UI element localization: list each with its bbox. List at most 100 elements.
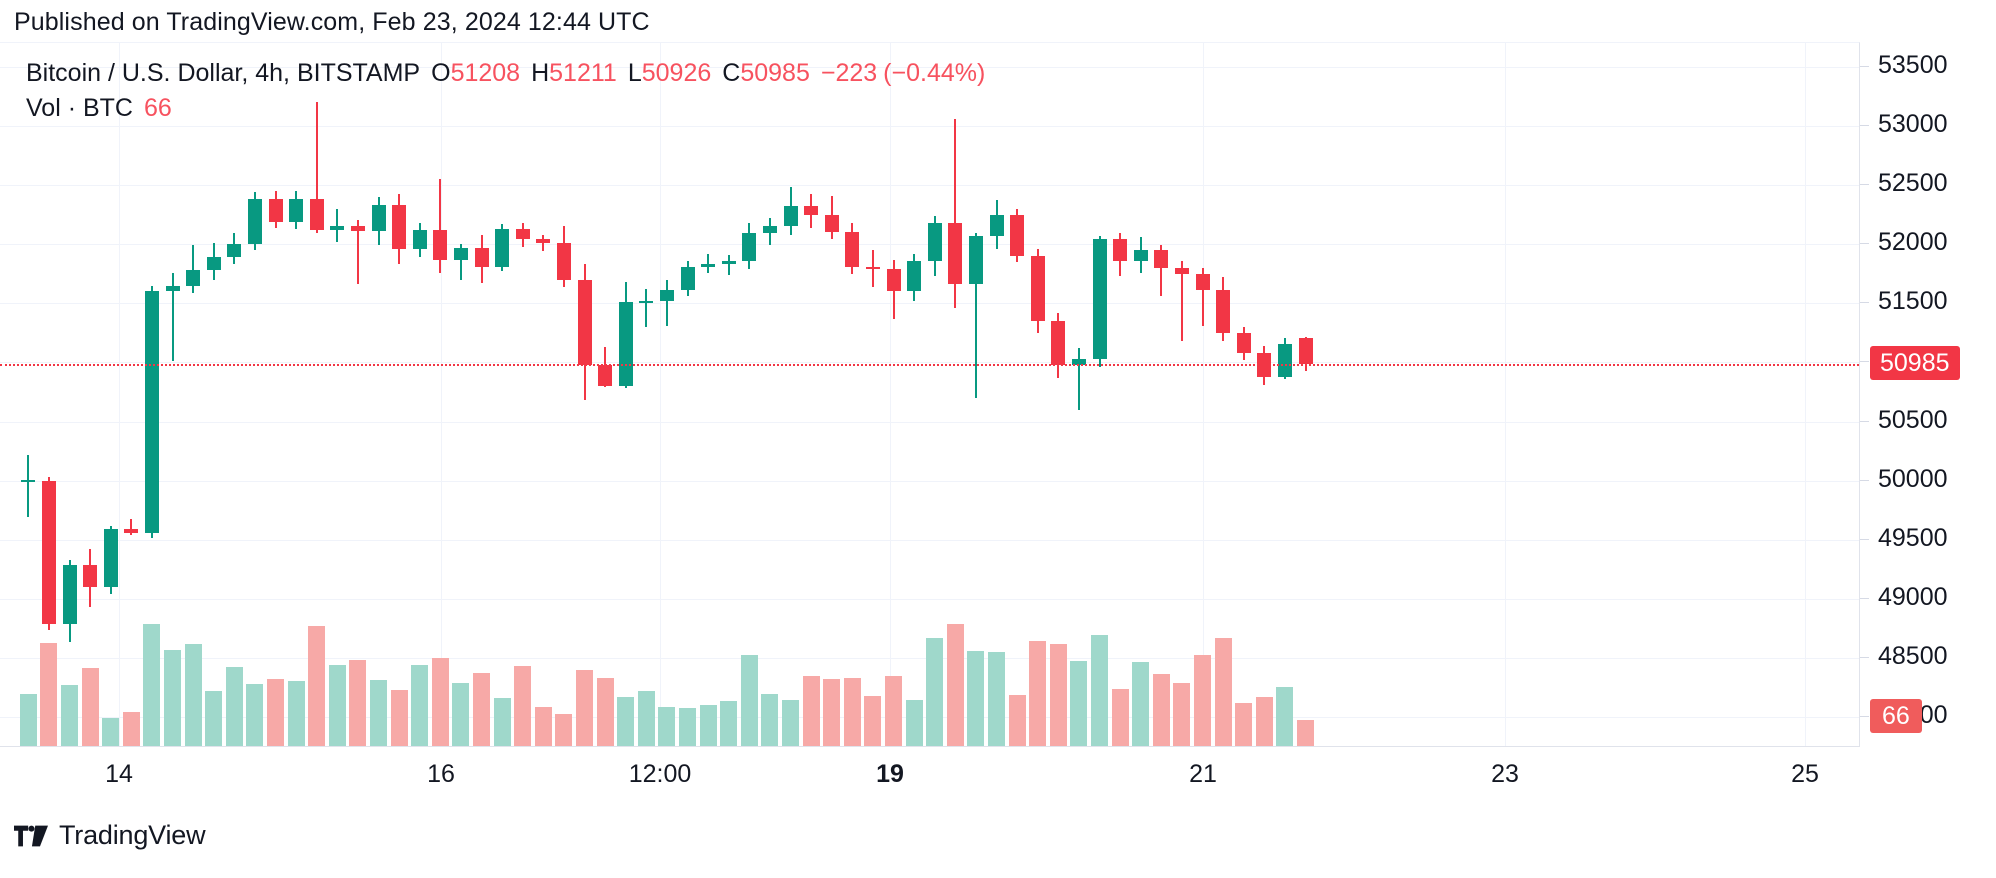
time-axis-label: 25 [1791, 760, 1819, 788]
candle-wick [727, 254, 730, 275]
gridline-vertical [1805, 43, 1806, 746]
candle-body [783, 206, 798, 227]
price-axis-tick: 53500 [1860, 51, 1996, 79]
candle-body [577, 279, 592, 365]
current-volume-badge: 66 [1870, 699, 1922, 734]
price-tick-dash [1860, 183, 1869, 185]
candle-body [247, 199, 262, 245]
volume-bar [1255, 697, 1273, 747]
volume-bar [369, 679, 388, 747]
price-tick-label: 52000 [1878, 228, 1948, 257]
candle-body [1174, 267, 1189, 274]
price-tick-dash [1860, 243, 1869, 245]
volume-bar [287, 680, 305, 747]
gridline-horizontal [0, 480, 1859, 482]
gridline-horizontal [0, 66, 1859, 68]
volume-bar [1049, 644, 1067, 747]
price-axis-tick: 50000 [1860, 465, 1996, 493]
candle-body [989, 214, 1004, 236]
price-axis-tick: 50500 [1860, 406, 1996, 434]
volume-bar [1193, 655, 1212, 747]
candle-body [62, 564, 77, 624]
gridline-horizontal [0, 421, 1859, 423]
candle-body [762, 226, 777, 234]
candle-body [330, 226, 345, 230]
candle-body [680, 266, 695, 291]
volume-bar [1152, 673, 1170, 747]
volume-bar [658, 707, 676, 747]
candle-wick [1077, 348, 1080, 410]
gridline-vertical [441, 43, 442, 746]
candle-body [83, 564, 98, 588]
candle-body [412, 229, 427, 249]
volume-bar [843, 678, 861, 747]
volume-bar [40, 642, 58, 747]
volume-bar [1029, 640, 1047, 747]
volume-bar [555, 713, 573, 747]
candle-body [41, 480, 56, 624]
candle-wick [645, 289, 648, 327]
price-tick-dash [1860, 538, 1869, 540]
candle-body [907, 260, 922, 292]
price-tick-label: 49500 [1878, 523, 1948, 552]
candle-body [1030, 255, 1045, 322]
candle-wick [1160, 245, 1163, 297]
volume-bar [493, 697, 511, 747]
candle-body [392, 205, 407, 249]
candle-body [927, 222, 942, 261]
volume-bar [1214, 637, 1232, 747]
price-tick-dash [1860, 124, 1869, 126]
volume-bar [102, 717, 120, 747]
price-axis[interactable]: 5350053000525005200051500510005050050000… [1860, 42, 1996, 746]
candle-body [659, 290, 674, 301]
volume-bar [452, 683, 470, 747]
volume-bar [184, 644, 202, 747]
candle-body [371, 205, 386, 232]
gridline-vertical [1505, 43, 1506, 746]
volume-bar [246, 684, 264, 747]
candle-body [639, 300, 654, 303]
price-tick-dash [1860, 716, 1869, 718]
candle-wick [439, 179, 442, 273]
gridline-horizontal [0, 125, 1859, 127]
volume-bar [1132, 662, 1150, 747]
candle-body [886, 268, 901, 292]
volume-bar [1296, 719, 1315, 747]
price-tick-label: 50000 [1878, 464, 1948, 493]
chart-plot-area[interactable]: Bitcoin / U.S. Dollar, 4h, BITSTAMP O5120… [0, 42, 1860, 747]
candle-wick [315, 102, 318, 234]
volume-bar [637, 691, 655, 747]
volume-bar [905, 699, 923, 747]
candle-wick [1201, 267, 1204, 326]
volume-bar [472, 672, 491, 747]
candle-body [556, 242, 571, 280]
candle-wick [665, 279, 668, 326]
candle-body [845, 232, 860, 267]
price-tick-dash [1860, 302, 1869, 304]
price-tick-dash [1860, 65, 1869, 67]
price-tick-dash [1860, 598, 1869, 600]
volume-bar [596, 678, 614, 747]
candle-body [515, 228, 530, 240]
time-axis[interactable]: 14 16 12:00 19 21 23 25 [0, 746, 1860, 798]
candle-body [1154, 250, 1169, 268]
volume-bar [1090, 634, 1109, 747]
volume-series [0, 43, 1859, 747]
candle-wick [1180, 260, 1183, 342]
price-axis-tick: 49500 [1860, 524, 1996, 552]
candle-body [1051, 321, 1066, 365]
price-tick-label: 48500 [1878, 642, 1948, 671]
candle-wick [130, 518, 133, 536]
candle-body [824, 214, 839, 233]
candle-body [1010, 214, 1025, 256]
time-axis-label: 21 [1189, 760, 1217, 788]
time-axis-label: 16 [427, 760, 455, 788]
candle-body [1071, 358, 1086, 365]
volume-bar [431, 657, 449, 747]
volume-bar [349, 660, 367, 747]
price-tick-dash [1860, 657, 1869, 659]
price-tick-label: 51500 [1878, 287, 1948, 316]
volume-bar [699, 705, 717, 747]
volume-bar [823, 679, 841, 747]
